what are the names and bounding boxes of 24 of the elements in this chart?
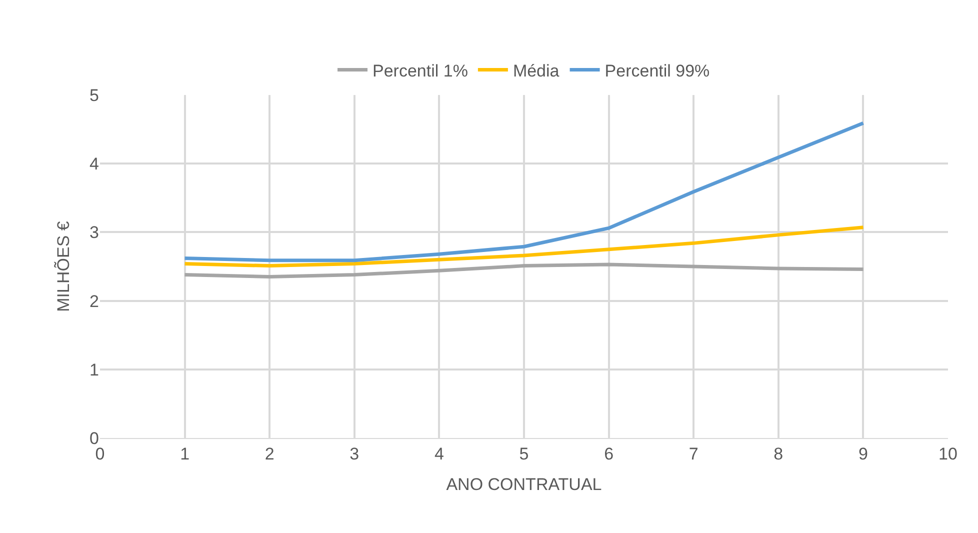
x-tick-label: 2 <box>264 444 274 464</box>
y-axis-title: MILHÕES € <box>54 220 74 312</box>
line-series <box>183 226 865 268</box>
x-tick-label: 8 <box>774 444 784 464</box>
line-series <box>183 121 865 262</box>
x-tick-label: 7 <box>688 444 698 464</box>
x-tick-label: 3 <box>350 444 360 464</box>
x-tick-label: 10 <box>938 444 958 464</box>
x-tick-label: 6 <box>604 444 614 464</box>
x-tick-label: 1 <box>180 444 190 464</box>
x-axis-title: ANO CONTRATUAL <box>446 474 602 494</box>
y-tick-label: 4 <box>90 154 99 174</box>
line-series <box>183 262 865 279</box>
legend-label: Percentil 99% <box>604 61 710 80</box>
x-tick-label: 4 <box>434 444 444 464</box>
x-tick-label: 9 <box>858 444 868 464</box>
y-tick-label: 5 <box>90 86 99 105</box>
y-tick-label: 1 <box>90 360 99 380</box>
legend-label: Percentil 1% <box>372 61 468 80</box>
y-tick-label: 2 <box>90 292 99 311</box>
legend-label: Média <box>512 61 560 80</box>
y-tick-label: 3 <box>90 223 99 242</box>
y-tick-label: 0 <box>90 428 99 448</box>
x-tick-label: 5 <box>519 444 529 464</box>
